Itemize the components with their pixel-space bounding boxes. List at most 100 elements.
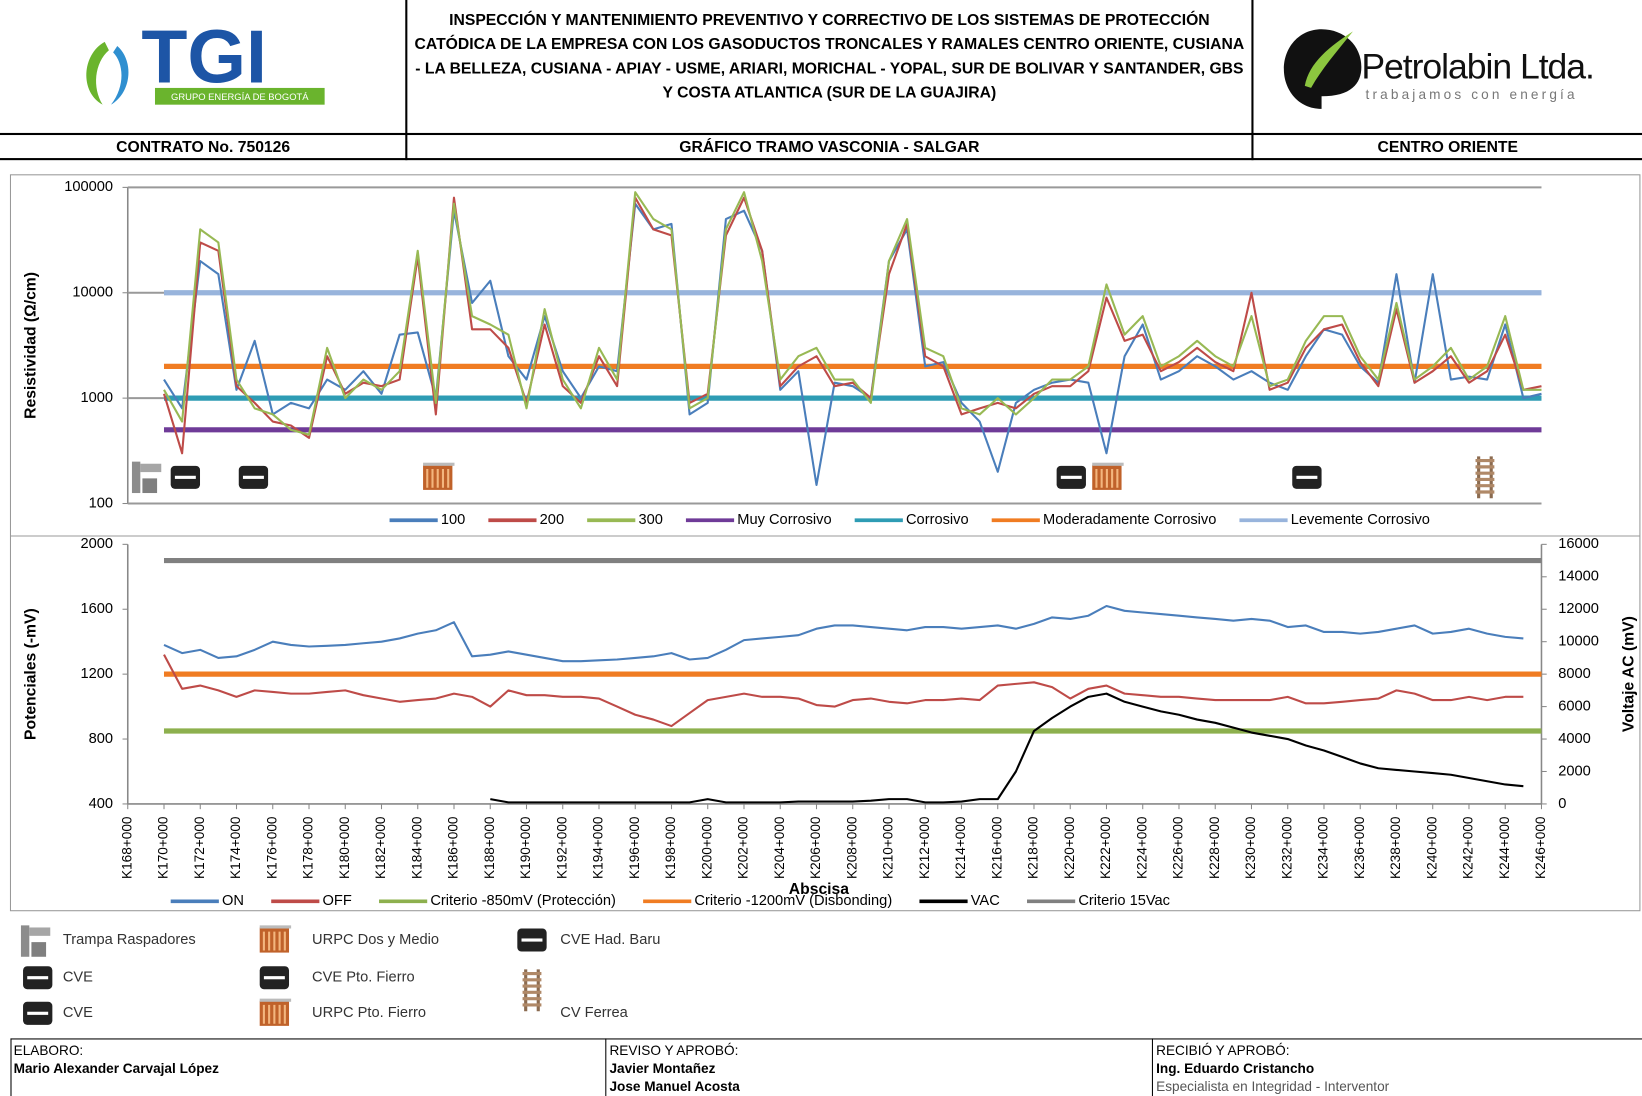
y-tick-label: 1000: [81, 390, 114, 406]
legend-icon: [23, 1001, 53, 1025]
header: [0, 0, 1642, 161]
x-tick-label: K220+000: [1062, 816, 1077, 879]
x-tick-label: K218+000: [1026, 816, 1041, 879]
x-tick-label: K228+000: [1207, 816, 1222, 879]
y-tick-label: 10000: [72, 285, 113, 301]
legend-label: OFF: [323, 893, 352, 909]
legend-icon-label: CVE: [63, 970, 93, 986]
x-tick-label: K214+000: [953, 816, 968, 879]
series-line: [163, 604, 1524, 663]
region: CENTRO ORIENTE: [1377, 138, 1519, 156]
x-axis-label: Abscisa: [789, 881, 849, 898]
legend-icon: [259, 966, 290, 990]
y2-tick-label: 6000: [1558, 698, 1591, 714]
legend-icon-label: CVE: [63, 1005, 93, 1021]
y-axis-label: Resistividad (Ω/cm): [23, 272, 40, 419]
legend-label: Criterio -850mV (Protección): [430, 893, 616, 909]
series-line: [163, 654, 1524, 728]
y2-tick-label: 2000: [1558, 763, 1591, 779]
legend-icon: [20, 925, 51, 957]
header-rule: [405, 0, 408, 161]
x-tick-label: K182+000: [373, 816, 388, 879]
y-tick-label: 400: [89, 796, 113, 812]
legend-icon: [23, 966, 53, 990]
y-tick-label: 1600: [81, 601, 114, 617]
x-tick-label: K240+000: [1424, 816, 1439, 879]
x-tick-label: K208+000: [844, 816, 859, 879]
x-tick-label: K172+000: [192, 816, 207, 879]
y2-tick-label: 8000: [1558, 666, 1591, 682]
x-tick-label: K202+000: [736, 816, 751, 879]
x-tick-label: K244+000: [1497, 816, 1512, 879]
y-axis-label: Potenciales (-mV): [23, 608, 40, 740]
x-tick-label: K206+000: [808, 816, 823, 879]
header-rule: [0, 132, 1642, 136]
footer-cell: ELABORO: Mario Alexander Carvajal López: [10, 1042, 596, 1078]
y-tick-label: 800: [89, 731, 113, 747]
legend-label: Criterio -1200mV (Disbonding): [694, 893, 892, 909]
footer-role: Especialista en Integridad - Interventor: [1156, 1078, 1390, 1094]
y-tick-label: 100: [89, 495, 113, 511]
x-tick-label: K170+000: [156, 816, 171, 879]
legend-label: Moderadamente Corrosivo: [1043, 512, 1216, 528]
y2-tick-label: 12000: [1558, 601, 1599, 617]
footer-label: ELABORO:: [13, 1042, 84, 1059]
footer-label: RECIBIÓ Y APROBÓ:: [1156, 1042, 1290, 1059]
y-tick-label: 2000: [81, 536, 114, 552]
legend-icon: [517, 928, 547, 952]
y2-tick-label: 14000: [1558, 569, 1599, 585]
logo-subtext: trabajamos con energía: [1366, 87, 1578, 102]
footer: [10, 1038, 1642, 1096]
x-tick-label: K194+000: [591, 816, 606, 879]
chart: 100 1000 10000 100000 Resistividad (Ω/cm) 100…: [23, 179, 1542, 528]
x-tick-label: K188+000: [482, 816, 497, 879]
series-line: [162, 196, 1542, 455]
x-tick-label: K216+000: [989, 816, 1004, 879]
y-tick-label: 100000: [64, 179, 113, 195]
footer-cell: REVISO Y APROBÓ: Javier Montañez Jose Manu…: [606, 1042, 1151, 1095]
footer-name: Jose Manuel Acosta: [609, 1078, 740, 1094]
x-tick-label: K238+000: [1388, 816, 1403, 879]
footer-rule: [1151, 1038, 1153, 1096]
legend-icon-label: Trampa Raspadores: [63, 932, 196, 948]
x-tick-label: K230+000: [1243, 816, 1258, 879]
tgi-logo: TGI GRUPO ENERGÍA DE BOGOTÁ: [86, 15, 325, 105]
x-tick-label: K196+000: [627, 816, 642, 879]
x-tick-label: K178+000: [301, 816, 316, 879]
x-tick-label: K222+000: [1098, 816, 1113, 879]
x-tick-label: K210+000: [881, 816, 896, 879]
footer-name: Mario Alexander Carvajal López: [13, 1060, 219, 1077]
footer-name: Ing. Eduardo Cristancho: [1156, 1060, 1315, 1077]
header-title: INSPECCIÓN Y MANTENIMIENTO PREVENTIVO Y …: [414, 11, 1245, 102]
x-tick-label: K168+000: [119, 816, 134, 879]
y2-tick-label: 10000: [1558, 634, 1599, 650]
legend-icon: [520, 967, 543, 1013]
legend-label: Levemente Corrosivo: [1291, 512, 1430, 528]
y2-tick-label: 16000: [1558, 536, 1599, 552]
logo-text: Petrolabin Ltda.: [1361, 46, 1594, 86]
legend-icon-label: CVE Pto. Fierro: [312, 970, 415, 986]
petrolabin-logo: Petrolabin Ltda. trabajamos con energía: [1283, 29, 1595, 109]
x-tick-label: K246+000: [1533, 816, 1548, 879]
legend-label: 200: [540, 512, 564, 528]
x-tick-label: K226+000: [1171, 816, 1186, 879]
x-tick-label: K200+000: [699, 816, 714, 879]
logo-text: TGI: [141, 15, 267, 99]
x-tick-label: K174+000: [228, 816, 243, 879]
series-line: [490, 692, 1524, 804]
legend-icon-label: URPC Dos y Medio: [312, 932, 439, 948]
y2-tick-label: 4000: [1558, 731, 1591, 747]
x-tick-label: K198+000: [663, 816, 678, 879]
legend-icon-label: CV Ferrea: [560, 1005, 628, 1021]
legend-icon: [258, 997, 293, 1027]
legend-label: Criterio 15Vac: [1078, 893, 1170, 909]
x-tick-label: K192+000: [554, 816, 569, 879]
x-tick-label: K242+000: [1461, 816, 1476, 879]
y2-axis-label: Voltaje AC (mV): [1621, 616, 1638, 732]
y2-tick-label: 0: [1558, 796, 1566, 812]
x-tick-label: K234+000: [1316, 816, 1331, 879]
footer-rule: [605, 1038, 607, 1096]
subtitle: GRÁFICO TRAMO VASCONIA - SALGAR: [679, 138, 980, 156]
